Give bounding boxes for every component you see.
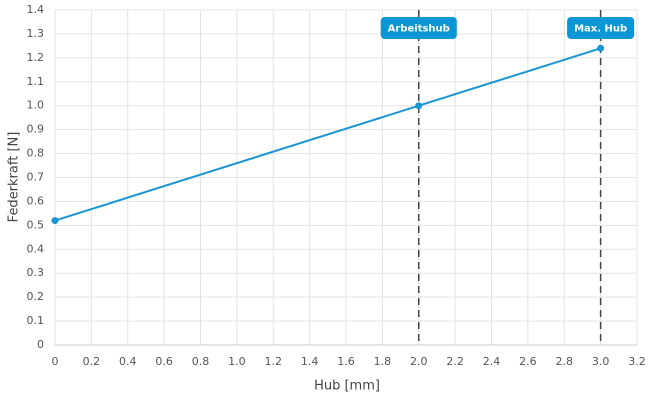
x-axis-title: Hub [mm] — [314, 379, 380, 394]
y-tick-label: 1.1 — [27, 75, 45, 88]
marker-label: Max. Hub — [574, 24, 627, 35]
x-tick-label: 2.0 — [410, 355, 428, 368]
x-tick-label: 3.2 — [628, 355, 646, 368]
y-tick-label: 1.0 — [27, 99, 45, 112]
x-tick-label: 0.4 — [119, 355, 137, 368]
x-tick-label: 1.8 — [374, 355, 392, 368]
point — [51, 217, 59, 225]
y-axis-title: Federkraft [N] — [7, 132, 22, 223]
y-tick-label: 1.4 — [27, 3, 45, 16]
y-tick-label: 1.2 — [27, 51, 45, 64]
marker-badge: Arbeitshub — [380, 17, 457, 39]
y-tick-label: 0.6 — [27, 194, 45, 207]
x-tick-label: 2.6 — [519, 355, 537, 368]
point — [597, 44, 605, 52]
y-tick-label: 0.8 — [27, 147, 45, 160]
x-tick-label: 0 — [52, 355, 59, 368]
y-tick-label: 0.3 — [27, 266, 45, 279]
marker-badge: Max. Hub — [567, 17, 635, 39]
y-tick-label: 0.7 — [27, 171, 45, 184]
x-tick-label: 0.2 — [83, 355, 101, 368]
y-tick-label: 0.4 — [27, 242, 45, 255]
badge-box — [567, 17, 635, 39]
y-tick-label: 0.2 — [27, 290, 45, 303]
x-tick-label: 1.6 — [337, 355, 355, 368]
x-tick-label: 3.0 — [592, 355, 610, 368]
x-tick-label: 0.8 — [192, 355, 210, 368]
x-tick-label: 0.6 — [155, 355, 173, 368]
x-tick-label: 2.8 — [556, 355, 574, 368]
y-tick-label: 0.1 — [27, 314, 45, 327]
x-tick-label: 1.0 — [228, 355, 246, 368]
y-tick-label: 0 — [37, 338, 44, 351]
badge-box — [380, 17, 457, 39]
x-tick-label: 2.4 — [483, 355, 501, 368]
x-tick-label: 1.2 — [265, 355, 283, 368]
y-tick-label: 1.3 — [27, 27, 45, 40]
x-tick-label: 2.2 — [446, 355, 464, 368]
y-tick-label: 0.9 — [27, 123, 45, 136]
x-tick-label: 1.4 — [301, 355, 319, 368]
point — [415, 102, 423, 110]
line — [54, 47, 601, 222]
marker-label: Arbeitshub — [388, 24, 450, 35]
y-tick-label: 0.5 — [27, 218, 45, 231]
